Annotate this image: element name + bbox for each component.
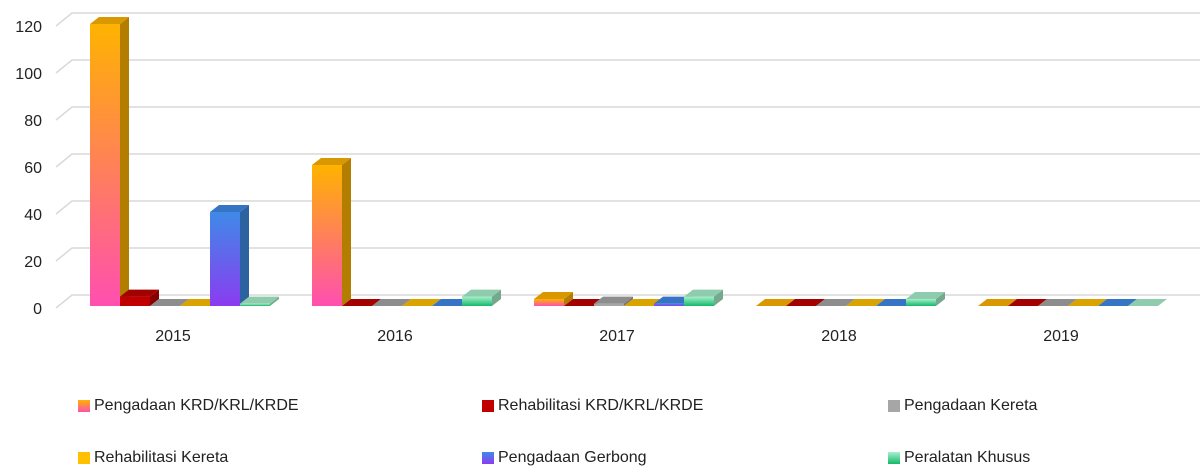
bar-side xyxy=(150,289,159,306)
bar xyxy=(210,212,240,306)
legend-swatch xyxy=(78,452,90,464)
legend-swatch xyxy=(482,400,494,412)
y-tick-label: 40 xyxy=(24,207,42,224)
bar-side xyxy=(270,296,279,306)
bar xyxy=(654,303,684,306)
bar-top xyxy=(150,299,189,306)
y-tick-label: 80 xyxy=(24,113,42,130)
bar-top xyxy=(906,291,945,299)
grid-line xyxy=(55,106,1200,121)
legend-swatch xyxy=(888,452,900,464)
bar xyxy=(120,296,150,306)
bar-side xyxy=(624,296,633,306)
grid-line xyxy=(55,59,1200,74)
x-tick-label: 2015 xyxy=(155,328,191,345)
y-tick-label: 100 xyxy=(15,66,42,83)
y-tick-label: 60 xyxy=(24,160,42,177)
bar-top xyxy=(432,299,471,306)
bar-top xyxy=(846,299,885,306)
bar xyxy=(906,298,936,306)
bar-top xyxy=(210,205,249,212)
y-tick-label: 20 xyxy=(24,254,42,271)
bar-side xyxy=(342,158,351,306)
bar-top xyxy=(1068,299,1107,306)
bar-top xyxy=(876,299,915,306)
bar xyxy=(534,298,564,306)
bar-top xyxy=(564,299,603,306)
legend-swatch xyxy=(482,452,494,464)
bar-top xyxy=(1038,299,1077,306)
bar-top xyxy=(462,289,501,297)
y-tick-label: 120 xyxy=(15,19,42,36)
y-tick-label: 0 xyxy=(33,301,42,318)
bar-top xyxy=(90,17,129,24)
bar xyxy=(240,303,270,306)
bar-top xyxy=(534,291,573,299)
bar-top xyxy=(240,296,279,304)
bar-top xyxy=(180,299,219,306)
grid-line xyxy=(55,153,1200,168)
bar xyxy=(90,24,120,306)
bar-top xyxy=(312,158,351,165)
legend-label: Pengadaan Kereta xyxy=(904,397,1038,414)
bar-side xyxy=(936,291,945,306)
grid-line xyxy=(55,294,1200,309)
bar-top xyxy=(372,299,411,306)
legend-label: Pengadaan KRD/KRL/KRDE xyxy=(94,397,299,414)
bar-top xyxy=(786,299,825,306)
bar-top xyxy=(816,299,855,306)
legend-swatch xyxy=(78,400,90,412)
bar-side xyxy=(714,289,723,306)
legend-swatch xyxy=(888,400,900,412)
bar-side xyxy=(492,289,501,306)
legend-label: Peralatan Khusus xyxy=(904,449,1030,466)
grid-line xyxy=(55,12,1200,27)
bar-top xyxy=(1098,299,1137,306)
x-tick-label: 2018 xyxy=(821,328,857,345)
bar xyxy=(312,165,342,306)
legend-label: Rehabilitasi KRD/KRL/KRDE xyxy=(498,397,703,414)
legend-label: Rehabilitasi Kereta xyxy=(94,449,228,466)
grid-line xyxy=(55,247,1200,262)
bar-top xyxy=(654,296,693,304)
x-tick-label: 2016 xyxy=(377,328,413,345)
x-tick-label: 2019 xyxy=(1043,328,1079,345)
bar-top xyxy=(1128,299,1167,306)
bar-top xyxy=(1008,299,1047,306)
bar xyxy=(594,303,624,306)
bar-top xyxy=(684,289,723,297)
bar xyxy=(462,296,492,306)
bar-top xyxy=(120,289,159,297)
bar-top xyxy=(342,299,381,306)
bar-top xyxy=(624,299,663,306)
bar xyxy=(684,296,714,306)
bar-top xyxy=(402,299,441,306)
bar-side xyxy=(564,291,573,306)
x-tick-label: 2017 xyxy=(599,328,635,345)
bar-top xyxy=(756,299,795,306)
grid-line xyxy=(55,200,1200,215)
bar-side xyxy=(240,205,249,306)
bar-side xyxy=(120,17,129,306)
bar-top xyxy=(594,296,633,304)
bar-top xyxy=(978,299,1017,306)
legend-label: Pengadaan Gerbong xyxy=(498,449,647,466)
